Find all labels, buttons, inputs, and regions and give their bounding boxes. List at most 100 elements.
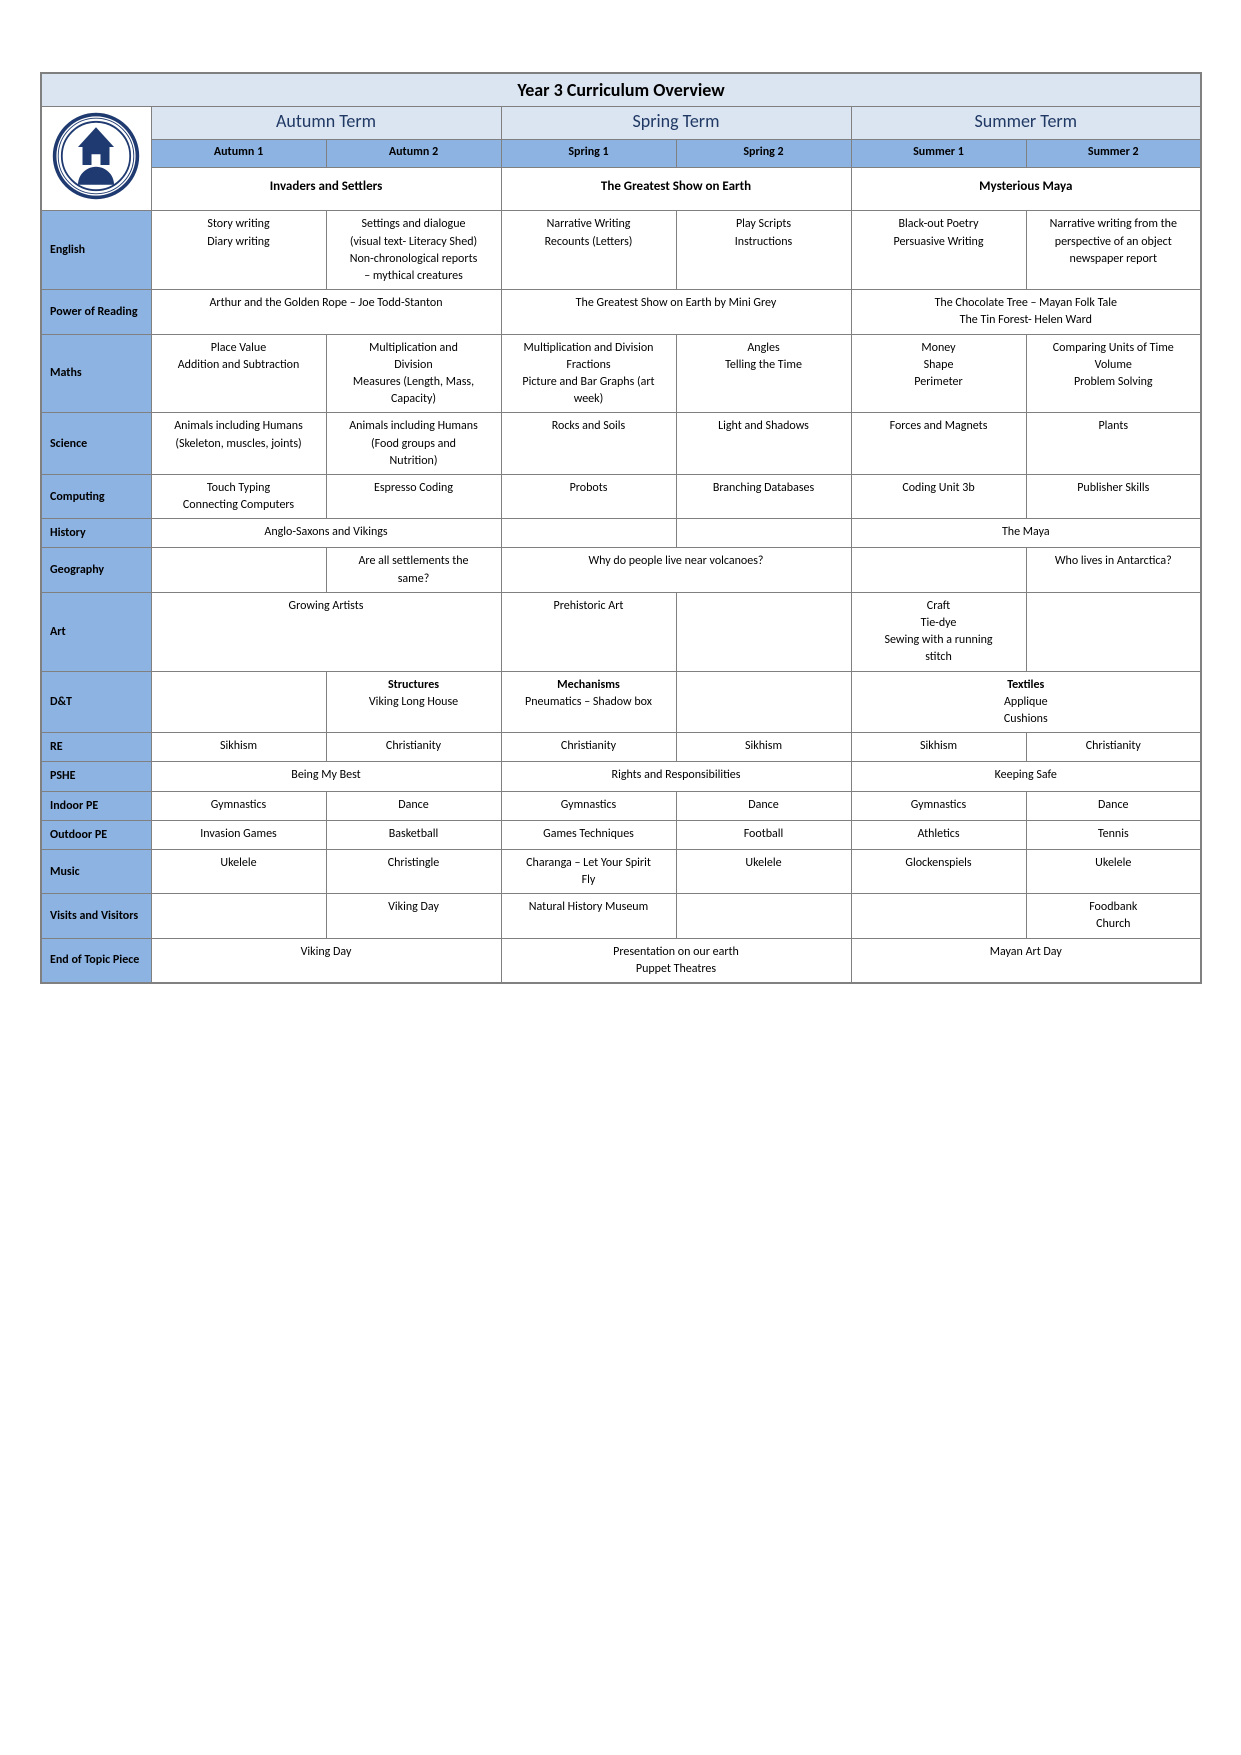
table-cell: Are all settlements thesame? <box>326 548 501 592</box>
subject-label: Art <box>41 592 151 671</box>
table-cell: Arthur and the Golden Rope – Joe Todd-St… <box>151 290 501 334</box>
table-cell: The Chocolate Tree – Mayan Folk TaleThe … <box>851 290 1201 334</box>
subterm-spring2: Spring 2 <box>676 140 851 168</box>
subject-label: End of Topic Piece <box>41 938 151 983</box>
table-cell: FoodbankChurch <box>1026 894 1201 938</box>
subject-label: Visits and Visitors <box>41 894 151 938</box>
table-cell: Games Techniques <box>501 820 676 849</box>
table-cell <box>501 519 676 548</box>
table-cell: Play ScriptsInstructions <box>676 211 851 290</box>
table-cell: Gymnastics <box>501 791 676 820</box>
table-cell: Plants <box>1026 413 1201 475</box>
table-cell: Publisher Skills <box>1026 474 1201 518</box>
table-cell: Coding Unit 3b <box>851 474 1026 518</box>
table-cell: Keeping Safe <box>851 762 1201 791</box>
table-cell: Gymnastics <box>851 791 1026 820</box>
table-cell: Ukelele <box>151 849 326 893</box>
table-cell: Animals including Humans(Food groups and… <box>326 413 501 475</box>
table-cell: Christianity <box>1026 733 1201 762</box>
table-cell: StructuresViking Long House <box>326 671 501 733</box>
theme-summer: Mysterious Maya <box>851 168 1201 211</box>
table-cell <box>151 548 326 592</box>
subject-label: History <box>41 519 151 548</box>
subterm-autumn2: Autumn 2 <box>326 140 501 168</box>
table-cell <box>676 671 851 733</box>
table-cell: Ukelele <box>1026 849 1201 893</box>
subterm-autumn1: Autumn 1 <box>151 140 326 168</box>
subject-label: PSHE <box>41 762 151 791</box>
table-cell <box>851 894 1026 938</box>
table-cell: AnglesTelling the Time <box>676 334 851 413</box>
table-cell: Dance <box>676 791 851 820</box>
table-cell: Charanga – Let Your SpiritFly <box>501 849 676 893</box>
table-cell: Tennis <box>1026 820 1201 849</box>
subject-label: Geography <box>41 548 151 592</box>
curriculum-table: Year 3 Curriculum Overview Autumn Term S… <box>40 72 1202 984</box>
table-cell: The Maya <box>851 519 1201 548</box>
subject-label: D&T <box>41 671 151 733</box>
subject-label: Maths <box>41 334 151 413</box>
table-cell: Story writingDiary writing <box>151 211 326 290</box>
table-cell: Invasion Games <box>151 820 326 849</box>
table-cell: Light and Shadows <box>676 413 851 475</box>
table-cell: Why do people live near volcanoes? <box>501 548 851 592</box>
table-cell: Basketball <box>326 820 501 849</box>
table-cell: Place ValueAddition and Subtraction <box>151 334 326 413</box>
table-cell: Christianity <box>326 733 501 762</box>
table-cell: Narrative writing from theperspective of… <box>1026 211 1201 290</box>
table-cell: Rocks and Soils <box>501 413 676 475</box>
table-cell: Being My Best <box>151 762 501 791</box>
table-cell: Touch TypingConnecting Computers <box>151 474 326 518</box>
theme-spring: The Greatest Show on Earth <box>501 168 851 211</box>
table-cell: TextilesAppliqueCushions <box>851 671 1201 733</box>
table-cell: Dance <box>326 791 501 820</box>
subject-label: Outdoor PE <box>41 820 151 849</box>
table-cell: Mayan Art Day <box>851 938 1201 983</box>
table-cell <box>151 671 326 733</box>
term-summer: Summer Term <box>851 107 1201 140</box>
table-cell: Presentation on our earthPuppet Theatres <box>501 938 851 983</box>
table-cell <box>1026 592 1201 671</box>
table-cell: Sikhism <box>851 733 1026 762</box>
theme-autumn: Invaders and Settlers <box>151 168 501 211</box>
table-cell: Christianity <box>501 733 676 762</box>
table-cell: Forces and Magnets <box>851 413 1026 475</box>
subject-label: Indoor PE <box>41 791 151 820</box>
table-cell <box>676 519 851 548</box>
table-cell: Dance <box>1026 791 1201 820</box>
table-cell: Athletics <box>851 820 1026 849</box>
school-crest-icon <box>51 111 141 201</box>
table-cell: Probots <box>501 474 676 518</box>
subject-label: RE <box>41 733 151 762</box>
table-cell: Who lives in Antarctica? <box>1026 548 1201 592</box>
table-cell <box>676 894 851 938</box>
table-cell: MechanismsPneumatics – Shadow box <box>501 671 676 733</box>
table-cell: CraftTie-dyeSewing with a runningstitch <box>851 592 1026 671</box>
table-cell: Prehistoric Art <box>501 592 676 671</box>
table-cell: Comparing Units of TimeVolumeProblem Sol… <box>1026 334 1201 413</box>
table-cell: Glockenspiels <box>851 849 1026 893</box>
table-cell: Black-out PoetryPersuasive Writing <box>851 211 1026 290</box>
table-cell <box>676 592 851 671</box>
subject-label: English <box>41 211 151 290</box>
table-cell: Branching Databases <box>676 474 851 518</box>
table-cell: Multiplication andDivisionMeasures (Leng… <box>326 334 501 413</box>
table-cell: Gymnastics <box>151 791 326 820</box>
table-cell: Anglo-Saxons and Vikings <box>151 519 501 548</box>
table-cell: The Greatest Show on Earth by Mini Grey <box>501 290 851 334</box>
table-cell: Viking Day <box>151 938 501 983</box>
table-cell: Ukelele <box>676 849 851 893</box>
table-cell: Narrative WritingRecounts (Letters) <box>501 211 676 290</box>
subject-label: Music <box>41 849 151 893</box>
table-cell: Espresso Coding <box>326 474 501 518</box>
table-cell: Multiplication and DivisionFractionsPict… <box>501 334 676 413</box>
school-logo-cell <box>41 107 151 211</box>
table-cell: Football <box>676 820 851 849</box>
table-cell: Sikhism <box>676 733 851 762</box>
page-title: Year 3 Curriculum Overview <box>41 73 1201 107</box>
subject-label: Science <box>41 413 151 475</box>
subterm-summer1: Summer 1 <box>851 140 1026 168</box>
table-cell: Christingle <box>326 849 501 893</box>
subject-label: Power of Reading <box>41 290 151 334</box>
subterm-summer2: Summer 2 <box>1026 140 1201 168</box>
